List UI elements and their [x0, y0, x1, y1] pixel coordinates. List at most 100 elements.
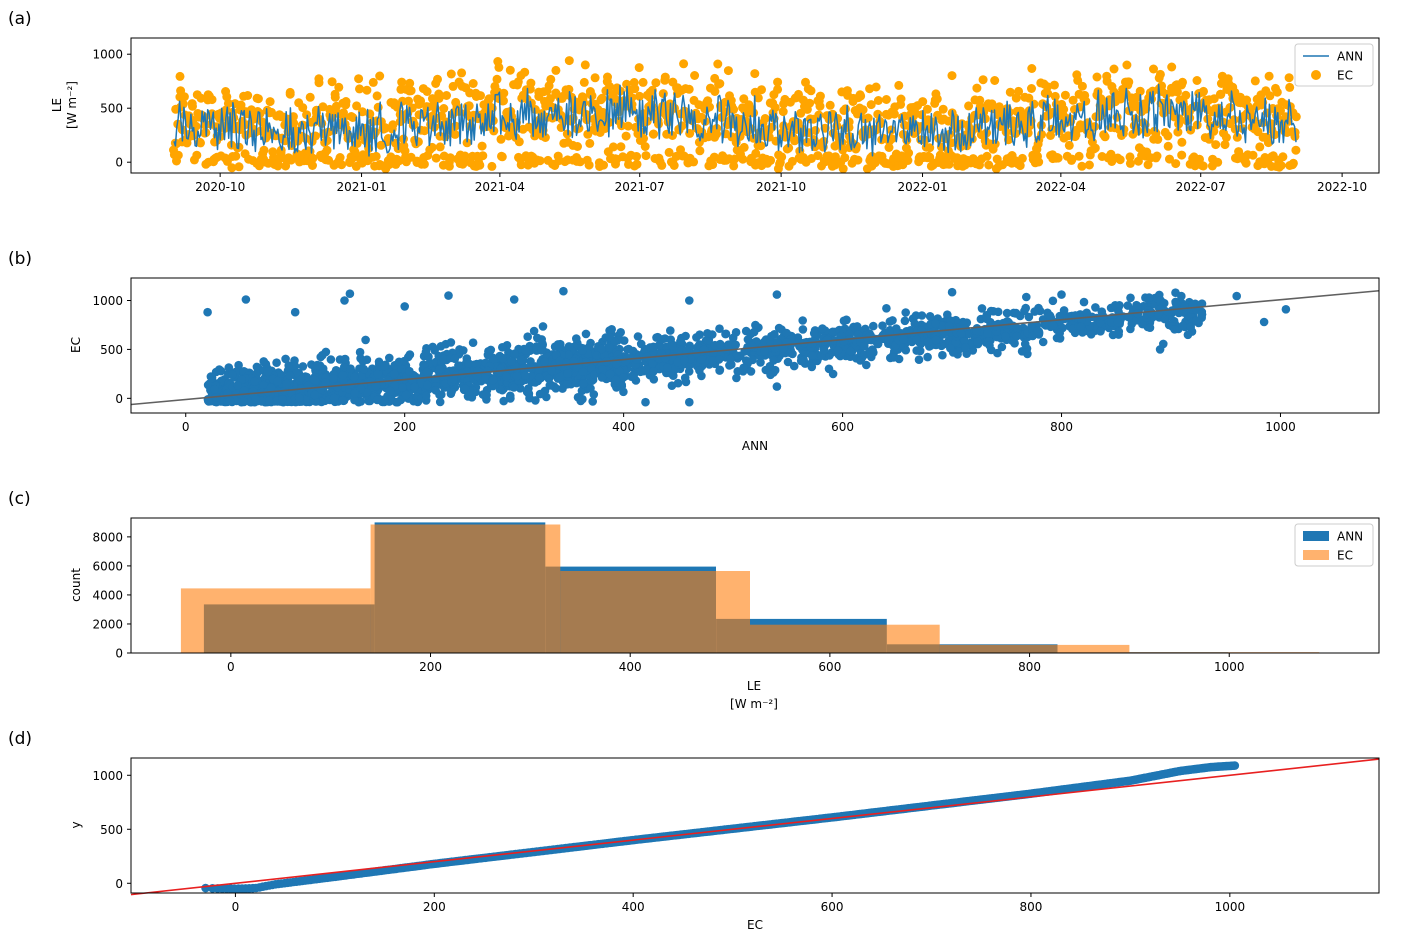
chart-a-ec-point — [790, 136, 800, 146]
chart-b-point — [739, 363, 748, 373]
chart-a-ec-point — [348, 113, 358, 122]
chart-a-ec-point — [764, 132, 774, 142]
chart-a-ec-point — [546, 74, 556, 84]
chart-b-point — [828, 327, 837, 337]
chart-b-outlier-point — [203, 307, 212, 317]
chart-a-ec-point — [573, 142, 582, 151]
chart-a-ec-point — [1221, 133, 1231, 142]
chart-a-ec-point — [813, 151, 823, 161]
chart-b-point — [1197, 299, 1207, 309]
chart-a-ec-point — [1192, 76, 1202, 85]
chart-b-point — [578, 346, 587, 355]
chart-b-point — [207, 373, 217, 383]
chart-b-point — [766, 370, 775, 380]
chart-c-ytick-label: 0 — [115, 647, 123, 661]
chart-a-ec-point — [815, 101, 825, 111]
chart-b-point — [1191, 316, 1201, 325]
chart-a-ec-point — [873, 96, 883, 105]
chart-b-point — [973, 337, 982, 347]
chart-d-ytick-label: 0 — [115, 877, 123, 891]
chart-a-ec-point — [265, 97, 275, 107]
chart-d-point — [1230, 761, 1240, 770]
chart-b-point — [938, 350, 947, 360]
chart-b-point — [1001, 332, 1010, 341]
chart-b-point — [860, 341, 869, 351]
chart-a-ec-point — [1255, 142, 1265, 152]
chart-a-ec-point — [1288, 158, 1298, 168]
chart-b-outlier-point — [559, 286, 568, 296]
chart-b-point — [421, 347, 431, 357]
chart-a-ec-point — [1090, 143, 1100, 153]
chart-a-ec-point — [760, 114, 770, 123]
chart-b-point — [937, 321, 947, 331]
chart-a-ec-point — [322, 145, 332, 155]
chart-a-ec-point — [623, 121, 633, 131]
chart-a-ec-point — [841, 104, 850, 114]
chart-a-ec-point — [419, 159, 429, 169]
chart-b-point — [807, 362, 817, 372]
chart-b-point — [405, 350, 415, 359]
chart-a-ec-point — [1285, 82, 1295, 92]
chart-a-ec-point — [982, 151, 992, 161]
chart-b-outlier-point — [241, 295, 251, 304]
chart-a-ec-point — [422, 87, 432, 96]
chart-b-point — [972, 326, 982, 336]
chart-b-point — [421, 391, 431, 401]
chart-a-ec-point — [335, 153, 345, 162]
chart-d-reference-line — [130, 758, 1380, 896]
chart-a-ec-point — [610, 94, 620, 104]
chart-a-ec-point — [1005, 87, 1015, 97]
chart-a-ec-point — [496, 134, 506, 144]
chart-b-point — [1020, 306, 1029, 316]
chart-b-point — [1033, 326, 1042, 336]
chart-b-outlier-point — [772, 382, 782, 391]
chart-b-point — [611, 375, 621, 385]
chart-b-point — [527, 371, 536, 381]
panel-label-d: (d) — [8, 729, 32, 749]
chart-a-ec-point — [1014, 86, 1024, 96]
chart-a-ec-point — [1064, 140, 1074, 150]
chart-b-point — [482, 390, 491, 400]
chart-a-ec-point — [1077, 161, 1087, 171]
chart-b-point — [340, 354, 350, 364]
chart-a-ec-point — [621, 131, 631, 141]
chart-a-ec-point — [273, 161, 283, 171]
chart-d-xtick-label: 400 — [622, 900, 645, 914]
chart-b-point — [281, 354, 290, 364]
chart-a-ec-point — [1163, 131, 1173, 141]
chart-b-point — [298, 362, 308, 371]
chart-b-point — [760, 346, 769, 356]
chart-b-point — [731, 340, 740, 350]
chart-b-point — [898, 335, 908, 344]
chart-b-point — [468, 338, 478, 348]
chart-a-ec-point — [710, 87, 720, 96]
chart-b-point — [912, 335, 921, 345]
chart-a-ec-point — [904, 148, 914, 158]
chart-b-ytick-label: 0 — [115, 392, 123, 406]
chart-a-ec-point — [766, 155, 776, 165]
chart-b-point — [350, 372, 359, 382]
chart-b-point — [564, 350, 573, 360]
chart-a-ec-point — [1017, 153, 1027, 163]
chart-b-point — [839, 316, 849, 326]
chart-a-ec-point — [853, 155, 863, 165]
chart-b-point — [732, 373, 741, 383]
chart-d-xtick-label: 800 — [1019, 900, 1042, 914]
chart-b-point — [385, 353, 394, 363]
chart-a-ec-point — [1084, 160, 1094, 170]
chart-a-ec-point — [173, 150, 183, 160]
chart-a-ec-point — [505, 65, 515, 75]
chart-b-point — [765, 361, 775, 371]
chart-b-point — [215, 365, 224, 374]
chart-a-ec-point — [551, 65, 561, 75]
chart-b-point — [365, 377, 375, 386]
chart-a-ec-point — [1081, 96, 1091, 106]
chart-a-ec-point — [695, 146, 705, 156]
chart-a-ec-point — [234, 162, 244, 172]
chart-a-ec-point — [669, 161, 679, 170]
chart-b-point — [1012, 331, 1021, 341]
chart-b-point — [431, 386, 441, 395]
chart-a-ytick-label: 0 — [115, 156, 123, 170]
chart-b-point — [338, 395, 347, 405]
chart-c-xtick-label: 600 — [818, 660, 841, 674]
